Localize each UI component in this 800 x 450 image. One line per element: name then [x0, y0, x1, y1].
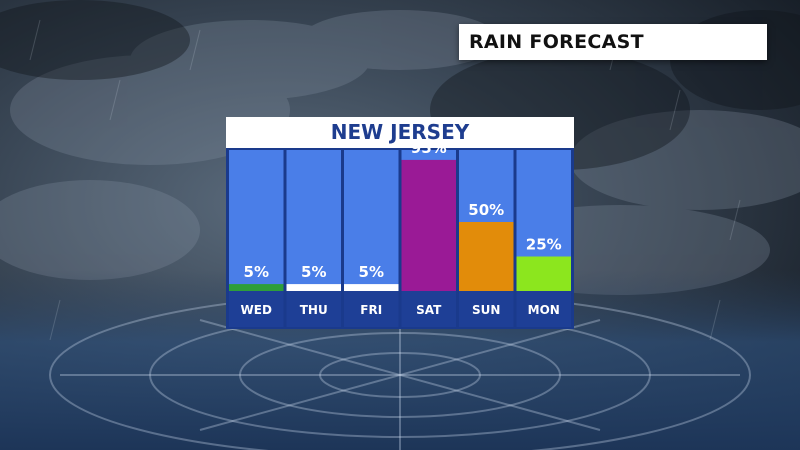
day-label-cell — [344, 291, 399, 327]
bar — [344, 284, 399, 291]
day-label-cell — [286, 291, 341, 327]
data-label: 25% — [526, 236, 562, 254]
data-label: 95% — [411, 148, 447, 157]
tick-label: SUN — [472, 303, 500, 317]
bar — [401, 159, 456, 291]
day-label-cell — [401, 291, 456, 327]
data-label: 5% — [359, 263, 384, 281]
tick-label: MON — [528, 303, 560, 317]
tick-label: FRI — [360, 303, 382, 317]
bar — [459, 222, 514, 291]
chart-frame — [226, 148, 574, 329]
day-label-cell — [229, 291, 284, 327]
bar — [286, 284, 341, 291]
chart-header: NEW JERSEY — [226, 117, 574, 148]
chart-title: NEW JERSEY — [330, 120, 470, 144]
day-label-cell — [459, 291, 514, 327]
tick-label: THU — [300, 303, 328, 317]
rain-chance-bar-chart: 5% WED 5% THU 5% FRI 95% SAT 50% SUN 25% MON — [226, 148, 574, 329]
bar — [229, 284, 284, 291]
column-background — [286, 150, 341, 291]
tag-title: RAIN FORECAST — [469, 31, 644, 53]
tick-label: WED — [241, 303, 272, 317]
column-background — [229, 150, 284, 291]
forecast-panel: NEW JERSEY 5% WED 5% THU 5% FRI 95% SAT 50% SUN 25… — [226, 117, 574, 329]
day-label-cell — [516, 291, 571, 327]
bar — [516, 256, 571, 291]
data-label: 50% — [468, 201, 504, 219]
column-background — [344, 150, 399, 291]
data-label: 5% — [244, 263, 269, 281]
rain-forecast-tag: RAIN FORECAST — [459, 24, 767, 60]
tick-label: SAT — [416, 303, 442, 317]
data-label: 5% — [301, 263, 326, 281]
